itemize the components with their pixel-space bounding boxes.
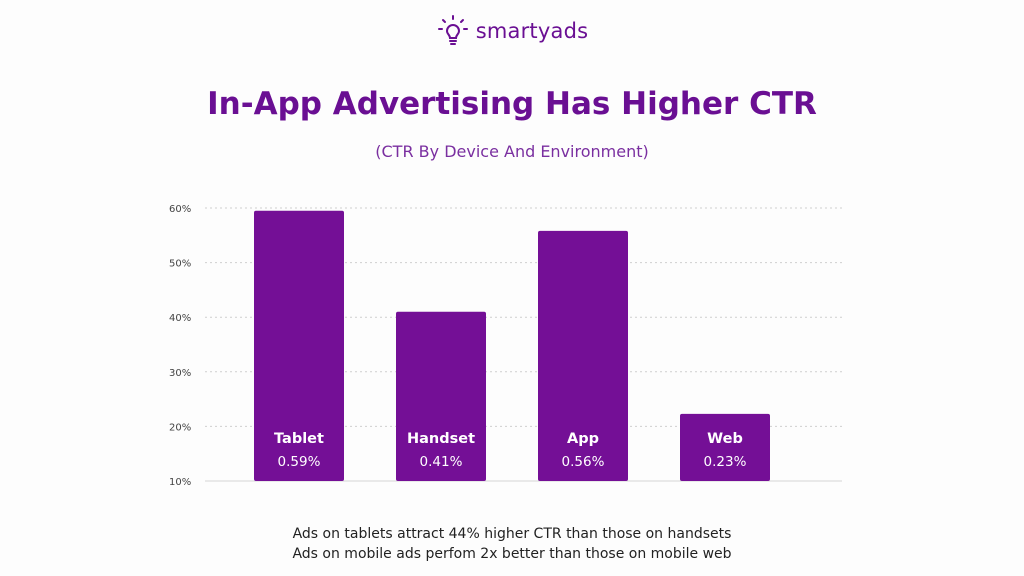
bar-category-label: Handset	[407, 431, 475, 447]
y-tick-label: 40%	[169, 313, 191, 324]
brand-name: smartyads	[475, 19, 589, 43]
chart-title: In-App Advertising Has Higher CTR	[207, 86, 817, 122]
bar-value-label: 0.23%	[704, 454, 747, 470]
bar-value-label: 0.41%	[420, 454, 463, 470]
bar-category-label: Tablet	[274, 431, 324, 447]
chart-subtitle: (CTR By Device And Environment)	[375, 142, 649, 161]
y-tick-label: 50%	[169, 259, 191, 270]
bar-tablet	[254, 210, 344, 482]
y-tick-label: 30%	[169, 368, 191, 379]
bar-app	[538, 230, 628, 481]
y-tick-label: 60%	[169, 204, 191, 215]
brand-logo: smartyads	[0, 14, 1024, 48]
bar-category-label: Web	[707, 431, 743, 447]
bar-value-label: 0.56%	[562, 454, 605, 470]
lightbulb-icon	[437, 15, 468, 45]
bar-web	[680, 413, 770, 481]
bar-value-label: 0.59%	[278, 454, 321, 470]
footnote-tablets: Ads on tablets attract 44% higher CTR th…	[292, 526, 732, 542]
footnote-mobile: Ads on mobile ads perfom 2x better than …	[292, 546, 732, 562]
bar-handset	[396, 311, 486, 481]
footnotes: Ads on tablets attract 44% higher CTR th…	[0, 524, 1024, 564]
y-tick-label: 10%	[169, 477, 191, 488]
y-tick-label: 20%	[169, 422, 191, 433]
bar-category-label: App	[567, 431, 599, 447]
